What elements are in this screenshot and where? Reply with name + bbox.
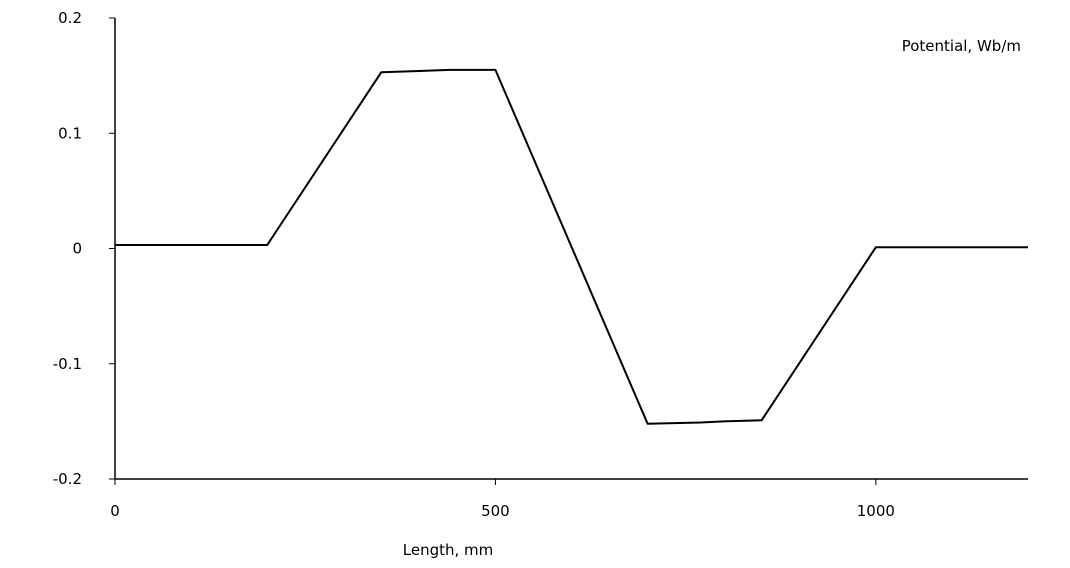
y-tick-label: 0 xyxy=(72,240,82,258)
y-tick-label: 0.2 xyxy=(58,9,82,27)
legend-entry: Potential, Wb/m xyxy=(902,37,1021,55)
y-axis-ticks: 0.2 0.1 0 -0.1 -0.2 xyxy=(53,9,115,488)
x-tick-label: 500 xyxy=(481,502,510,520)
x-tick-label: 1000 xyxy=(857,502,895,520)
y-tick-label: -0.2 xyxy=(53,470,82,488)
series-line xyxy=(115,68,1028,425)
x-axis-ticks: 0 500 1000 xyxy=(110,479,895,520)
x-tick-label: 0 xyxy=(110,502,120,520)
x-axis-title: Length, mm xyxy=(403,541,494,559)
y-tick-label: 0.1 xyxy=(58,124,82,142)
series-group xyxy=(115,68,1028,425)
y-tick-label: -0.1 xyxy=(53,355,82,373)
